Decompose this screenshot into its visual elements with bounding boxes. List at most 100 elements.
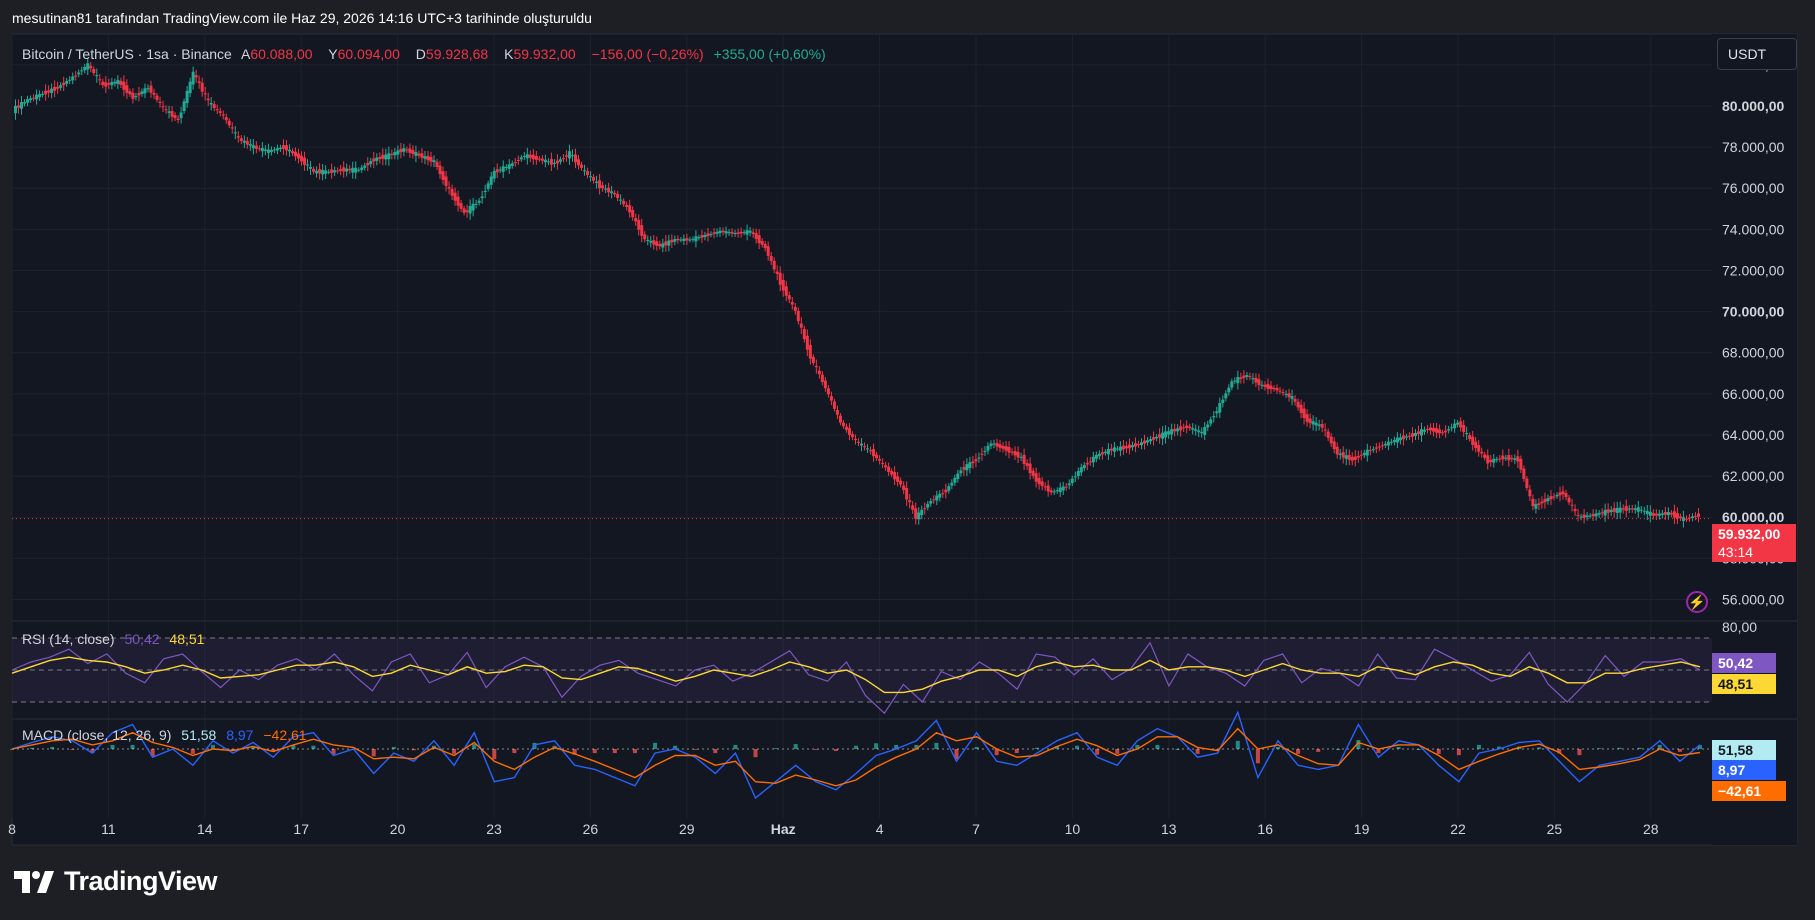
macd-histogram-bar (1637, 747, 1642, 749)
candle-body (1344, 455, 1348, 459)
candle-body (586, 171, 590, 176)
candle-body (766, 246, 770, 256)
candle-body (1127, 444, 1131, 449)
candle-body (866, 448, 870, 450)
candle-body (1152, 437, 1156, 440)
candle-body (188, 81, 192, 94)
candle-body (441, 171, 445, 180)
candle-body (50, 88, 54, 94)
candle-body (995, 443, 999, 447)
macd-legend[interactable]: MACD (close, 12, 26, 9) 51,58 8,97 −42,6… (22, 727, 313, 743)
macd-histogram-bar (492, 749, 497, 760)
candle-body (278, 147, 282, 150)
y-tick-label: 76.000,00 (1722, 180, 1784, 196)
candle-body (1299, 404, 1303, 413)
candle-body (459, 203, 463, 209)
candle-body (890, 471, 894, 475)
candle-body (908, 500, 912, 503)
candle-body (1663, 511, 1667, 515)
candle-body (1118, 446, 1122, 451)
candle-body (1004, 446, 1008, 451)
currency-button[interactable]: USDT (1717, 38, 1797, 70)
candle-body (197, 81, 201, 83)
candle-body (456, 196, 460, 206)
countdown-value: 43:14 (1718, 544, 1754, 560)
chart-caption: mesutinan81 tarafından TradingView.com i… (12, 10, 592, 26)
candle-body (1010, 451, 1014, 453)
candle-body (119, 80, 123, 85)
candle-body (450, 188, 454, 196)
y-tick-label: 56.000,00 (1722, 591, 1784, 607)
candle-body (540, 158, 544, 161)
candle-body (583, 170, 587, 172)
macd-histogram-bar (693, 749, 698, 750)
candle-body (474, 203, 478, 205)
candle-body (1546, 498, 1550, 502)
macd-histogram-bar (612, 749, 617, 754)
candle-body (1248, 376, 1252, 378)
price-axis (1712, 34, 1797, 845)
candle-body (1016, 451, 1020, 458)
candle-body (1588, 515, 1592, 517)
y-tick-label: 66.000,00 (1722, 386, 1784, 402)
macd-histogram-bar (773, 748, 778, 749)
candle-body (1167, 431, 1171, 435)
rsi-ma-line (11, 656, 1701, 694)
candle-body (128, 91, 132, 95)
candle-body (1519, 458, 1523, 470)
rsi-line (11, 641, 1701, 715)
candle-body (1429, 427, 1433, 431)
candle-body (1453, 423, 1457, 429)
candle-body (23, 102, 27, 104)
candle-body (315, 170, 319, 174)
candle-body (1094, 455, 1098, 459)
candle-body (516, 159, 520, 161)
candle-body (453, 192, 457, 201)
open-value: 60.088,00 (250, 46, 313, 62)
close-label: K (504, 46, 514, 62)
candle-body (480, 196, 484, 199)
candle-body (1480, 451, 1484, 454)
candle-body (525, 154, 529, 159)
candle-body (844, 426, 848, 430)
candle-body (38, 94, 42, 98)
candle-body (381, 154, 385, 159)
candle-body (1522, 468, 1526, 479)
candle-body (420, 153, 424, 158)
candle-body (1055, 490, 1059, 492)
symbol-label[interactable]: Bitcoin / TetherUS · 1sa · Binance (22, 46, 232, 62)
macd-histogram-bar (653, 742, 658, 749)
candle-body (104, 82, 108, 87)
candle-body (1483, 454, 1487, 458)
candle-body (1365, 449, 1369, 456)
macd-histogram-bar (50, 746, 55, 749)
last-price-badge: 59.932,00 43:14 (1712, 524, 1796, 562)
candle-body (1624, 505, 1628, 511)
candle-body (227, 120, 231, 126)
candle-body (429, 157, 433, 162)
candle-body (902, 485, 906, 491)
candle-body (1675, 513, 1679, 519)
candle-body (206, 98, 210, 101)
macd-value: 8,97 (226, 727, 254, 743)
candle-body (263, 149, 267, 151)
candle-body (1130, 445, 1134, 448)
lightning-icon[interactable]: ⚡ (1686, 591, 1708, 613)
candle-body (333, 170, 337, 173)
candle-body (811, 356, 815, 363)
candle-body (447, 187, 451, 189)
macd-histogram-bar (854, 745, 858, 749)
candle-body (495, 169, 499, 173)
candle-body (926, 503, 930, 508)
macd-histogram-bar (1376, 749, 1381, 754)
rsi-legend[interactable]: RSI (14, close) 50,42 48,51 (22, 631, 210, 647)
macd-histogram-bar (371, 749, 376, 757)
candle-body (739, 231, 743, 234)
candle-body (625, 205, 629, 208)
candle-body (483, 190, 487, 193)
candle-body (784, 286, 788, 296)
candle-body (634, 218, 638, 222)
candle-body (1395, 437, 1399, 443)
x-tick-label: 11 (101, 821, 116, 837)
